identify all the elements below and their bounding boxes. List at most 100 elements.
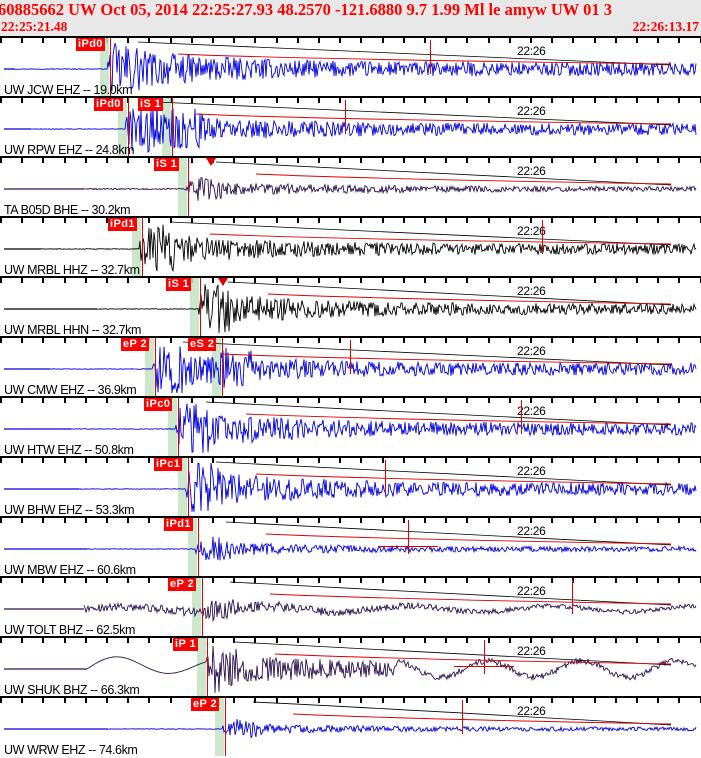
phase-pick-line[interactable]: [178, 398, 179, 456]
axis-tick: [318, 38, 320, 43]
phase-pick-line[interactable]: [198, 518, 199, 576]
trace-row[interactable]: 22:26 eP 2 UW TOLT BHZ -- 62.5km: [0, 576, 701, 636]
axis-tick: [254, 518, 257, 523]
axis-tick: [593, 38, 596, 43]
phase-pick-label[interactable]: iPd0: [94, 98, 123, 111]
trace-row[interactable]: 22:26 iPd1 UW MRBL HHZ -- 32.7km: [0, 216, 701, 276]
phase-pick-line[interactable]: [207, 638, 208, 696]
axis-tick: [190, 158, 193, 163]
axis-tick: [381, 38, 384, 43]
trace-panel[interactable]: 22:26 iPd0 UW JCW EHZ -- 19.0km 22:26 iPd0 iS…: [0, 36, 701, 758]
axis-tick: [530, 458, 532, 463]
axis-tick: [551, 338, 554, 343]
trace-row[interactable]: 22:26 iP 1 UW SHUK BHZ -- 66.3km: [0, 636, 701, 696]
phase-pick-label[interactable]: iS 1: [154, 158, 180, 171]
trace-row[interactable]: 22:26 iPd0 iS 1 UW RPW EHZ -- 24.8km: [0, 96, 701, 156]
phase-pick-label[interactable]: iPd1: [108, 218, 137, 231]
trace-row[interactable]: 22:26 eP 2 eS 2 UW CMW EHZ -- 36.9km: [0, 336, 701, 396]
axis-tick: [21, 458, 24, 463]
axis-tick: [678, 338, 681, 343]
phase-pick-line[interactable]: [202, 578, 203, 636]
axis-tick: [402, 458, 405, 463]
trace-row[interactable]: 22:26 iS 1 UW MRBL HHN -- 32.7km: [0, 276, 701, 336]
axis-tick: [530, 38, 532, 43]
axis-tick: [657, 398, 660, 403]
amplitude-marker: [542, 220, 543, 254]
axis-tick: [699, 398, 701, 403]
axis-tick: [508, 398, 511, 403]
axis-tick: [508, 38, 511, 43]
trace-row[interactable]: 22:26 iPd1 UW MBW EHZ -- 60.6km: [0, 516, 701, 576]
axis-tick: [487, 518, 490, 523]
trace-row[interactable]: 22:26 iPc0 UW HTW EHZ -- 50.8km: [0, 396, 701, 456]
phase-pick-line[interactable]: [110, 38, 111, 96]
axis-tick: [402, 278, 405, 283]
axis-tick: [614, 638, 617, 643]
axis-tick: [106, 518, 108, 523]
axis-tick: [466, 158, 469, 163]
axis-tick: [339, 578, 342, 583]
time-axis: [0, 516, 701, 518]
phase-pick-line[interactable]: [188, 158, 189, 216]
phase-pick-label[interactable]: iPd0: [76, 38, 105, 51]
phase-pick-line[interactable]: [142, 218, 143, 276]
phase-pick-label[interactable]: iPc0: [144, 398, 173, 411]
axis-tick: [42, 158, 45, 163]
axis-tick: [212, 38, 214, 43]
phase-pick-line[interactable]: [222, 338, 223, 396]
trace-row[interactable]: 22:26 iPc1 UW BHW EHZ -- 53.3km: [0, 456, 701, 516]
phase-pick-label[interactable]: iPd1: [164, 518, 193, 531]
trace-row[interactable]: 22:26 iPd0 UW JCW EHZ -- 19.0km: [0, 36, 701, 96]
axis-tick: [657, 458, 660, 463]
amplitude-marker: [462, 700, 463, 734]
axis-tick: [106, 458, 108, 463]
phase-pick-line[interactable]: [128, 98, 129, 156]
axis-tick: [466, 518, 469, 523]
axis-tick: [212, 518, 214, 523]
axis-tick: [190, 218, 193, 223]
phase-pick-line[interactable]: [225, 698, 226, 756]
phase-pick-label[interactable]: eS 2: [188, 338, 217, 351]
axis-tick: [212, 278, 214, 283]
axis-tick: [360, 638, 363, 643]
axis-tick: [551, 218, 554, 223]
time-axis: [0, 456, 701, 458]
phase-pick-label[interactable]: eP 2: [168, 578, 197, 591]
axis-tick: [360, 278, 363, 283]
axis-tick: [551, 98, 554, 103]
axis-tick: [466, 698, 469, 703]
axis-tick: [593, 158, 596, 163]
axis-tick: [254, 278, 257, 283]
trace-row[interactable]: 22:26 eP 2 UW WRW EHZ -- 74.6km: [0, 696, 701, 756]
axis-tick: [127, 638, 130, 643]
phase-pick-label[interactable]: iP 1: [173, 638, 198, 651]
axis-tick: [63, 518, 66, 523]
axis-tick: [318, 458, 320, 463]
phase-pick-line[interactable]: [155, 338, 156, 396]
axis-tick: [381, 518, 384, 523]
axis-tick: [572, 98, 575, 103]
axis-tick: [551, 278, 554, 283]
axis-tick: [0, 158, 2, 163]
axis-tick: [445, 398, 448, 403]
axis-tick: [508, 98, 511, 103]
axis-tick: [318, 638, 320, 643]
phase-pick-label[interactable]: iS 1: [138, 98, 164, 111]
phase-pick-line[interactable]: [188, 458, 189, 516]
phase-pick-label[interactable]: eP 2: [191, 698, 220, 711]
phase-pick-line[interactable]: [200, 278, 201, 336]
axis-tick: [487, 578, 490, 583]
axis-tick: [530, 698, 532, 703]
phase-pick-label[interactable]: eP 2: [121, 338, 150, 351]
phase-pick-line[interactable]: [172, 98, 173, 156]
phase-pick-label[interactable]: iPc1: [154, 458, 183, 471]
axis-tick: [678, 98, 681, 103]
axis-tick: [148, 158, 151, 163]
axis-tick: [572, 398, 575, 403]
phase-pick-label[interactable]: iS 1: [166, 278, 192, 291]
axis-tick: [275, 218, 278, 223]
waveform: [4, 701, 697, 739]
axis-tick: [466, 398, 469, 403]
trace-row[interactable]: 22:26 iS 1 TA B05D BHE -- 30.2km: [0, 156, 701, 216]
